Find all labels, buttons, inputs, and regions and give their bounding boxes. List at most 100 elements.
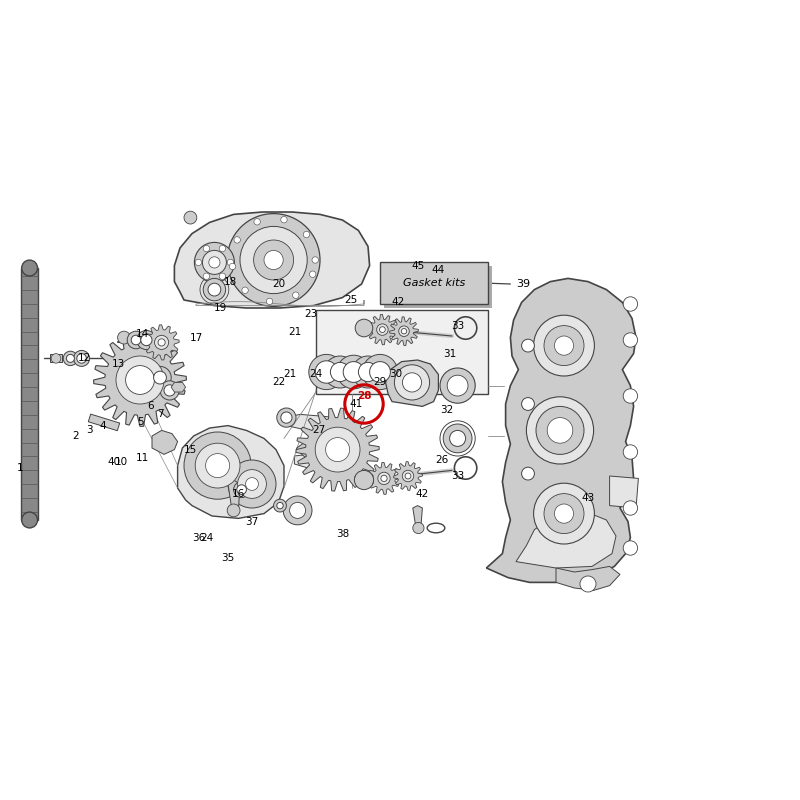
Circle shape [227,259,234,266]
Circle shape [141,334,152,346]
Circle shape [443,424,472,453]
Circle shape [402,373,422,392]
Polygon shape [171,382,186,392]
Text: 33: 33 [451,471,464,481]
Circle shape [154,335,169,350]
Circle shape [526,397,594,464]
Circle shape [118,331,130,344]
Circle shape [377,324,388,335]
Circle shape [234,482,250,498]
Text: 13: 13 [112,359,125,369]
Circle shape [238,470,266,498]
Text: 20: 20 [272,279,285,289]
Polygon shape [198,434,224,460]
Text: 26: 26 [435,455,448,465]
Circle shape [324,356,356,388]
Circle shape [378,472,390,485]
Circle shape [77,354,86,363]
Bar [384,266,492,308]
Circle shape [370,362,390,382]
Text: 37: 37 [246,517,258,526]
Circle shape [320,432,355,467]
Circle shape [310,271,316,278]
Circle shape [246,478,258,490]
Circle shape [293,292,299,298]
Circle shape [281,412,292,423]
Circle shape [450,430,466,446]
Circle shape [522,467,534,480]
Circle shape [74,350,90,366]
Text: 32: 32 [440,405,453,414]
Text: 1: 1 [17,463,23,473]
Circle shape [130,370,150,390]
Circle shape [227,504,240,517]
Text: 6: 6 [147,402,154,411]
Text: Gasket kits: Gasket kits [403,278,465,288]
Polygon shape [174,212,370,308]
Circle shape [623,445,638,459]
Circle shape [266,298,273,305]
Polygon shape [50,354,62,362]
Circle shape [219,273,226,279]
Text: 5: 5 [137,418,143,427]
Circle shape [623,389,638,403]
Circle shape [219,246,226,252]
Circle shape [402,329,406,334]
Circle shape [230,263,236,270]
Polygon shape [94,334,186,426]
Circle shape [209,257,220,268]
Text: 16: 16 [232,490,245,499]
Text: 33: 33 [451,322,464,331]
Circle shape [398,326,410,337]
Circle shape [277,502,283,509]
Circle shape [440,368,475,403]
Text: 29: 29 [374,378,386,387]
Circle shape [343,362,364,382]
Circle shape [227,214,320,306]
Circle shape [330,362,350,382]
Circle shape [337,355,370,389]
Polygon shape [556,566,620,590]
Circle shape [326,438,350,462]
Circle shape [580,576,596,592]
Text: 4: 4 [99,421,106,430]
Circle shape [158,339,165,346]
Circle shape [329,441,346,458]
Circle shape [131,335,141,345]
Text: 31: 31 [443,349,456,358]
Circle shape [149,366,171,389]
Polygon shape [284,414,340,432]
Circle shape [240,226,307,294]
Circle shape [623,541,638,555]
Circle shape [203,273,210,279]
Polygon shape [610,476,638,508]
Circle shape [164,385,175,396]
Circle shape [405,473,411,479]
Circle shape [228,460,276,508]
Polygon shape [88,414,120,430]
Text: 39: 39 [516,279,530,289]
Text: 17: 17 [190,333,202,342]
Polygon shape [144,325,179,360]
Circle shape [234,237,240,243]
Polygon shape [367,314,398,345]
Circle shape [283,496,312,525]
Circle shape [66,354,74,362]
Circle shape [522,339,534,352]
Circle shape [534,483,594,544]
Circle shape [303,231,310,238]
Text: 24: 24 [200,533,213,542]
Text: 42: 42 [392,298,405,307]
Polygon shape [413,506,422,528]
Circle shape [194,242,234,282]
Text: 14: 14 [136,330,149,339]
Text: 7: 7 [157,410,163,419]
Circle shape [22,260,38,276]
Circle shape [534,315,594,376]
Circle shape [315,427,360,472]
Text: 35: 35 [222,554,234,563]
Circle shape [379,326,386,333]
Circle shape [126,366,154,394]
Circle shape [355,319,373,337]
Circle shape [312,257,318,263]
